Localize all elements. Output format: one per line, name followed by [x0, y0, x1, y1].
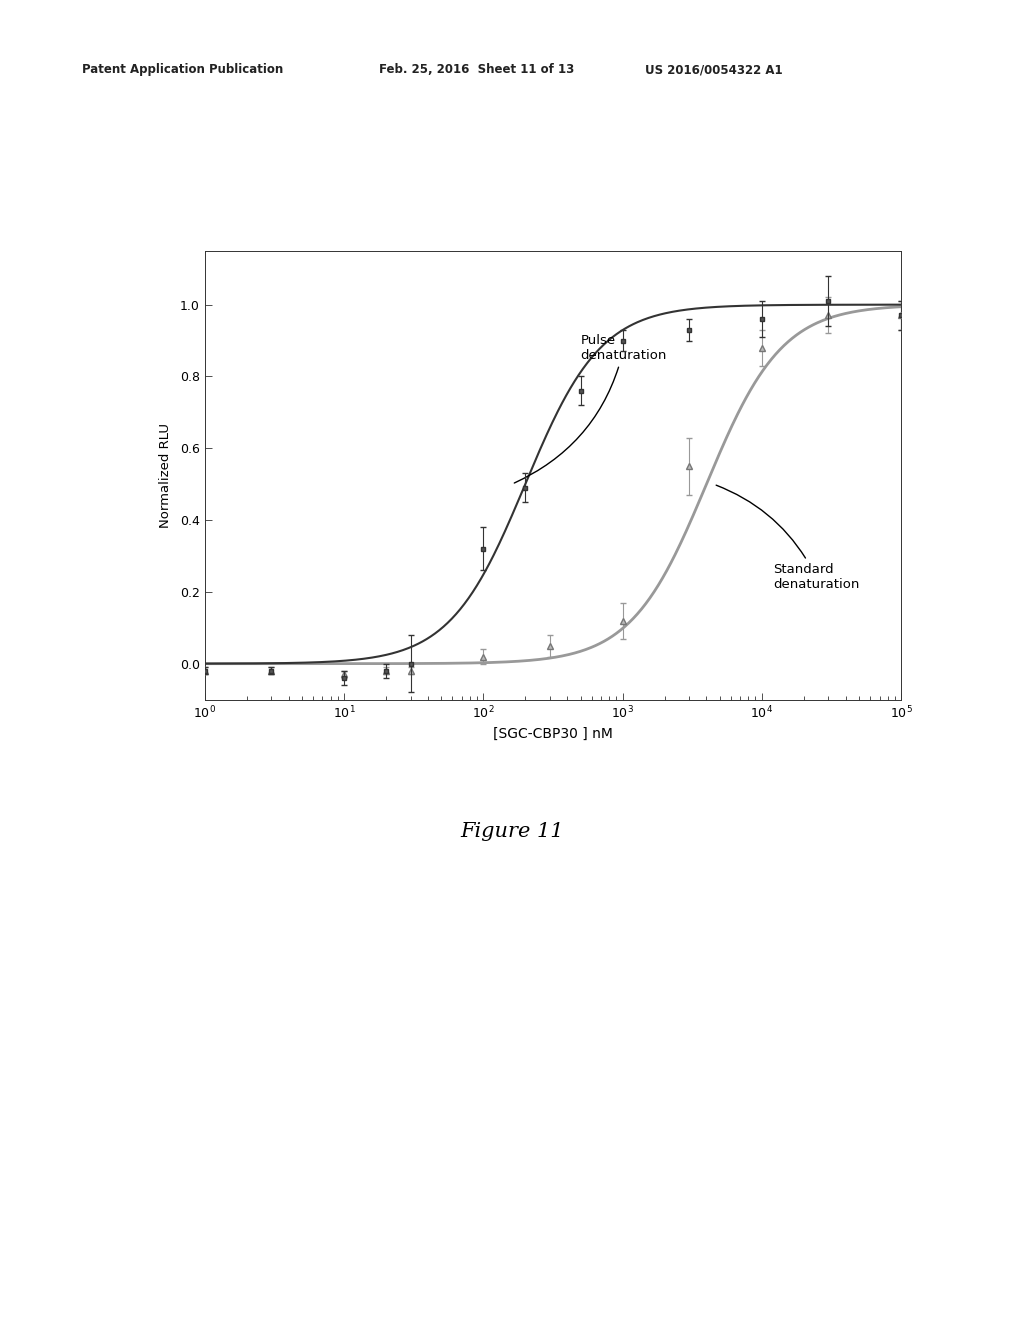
Text: Patent Application Publication: Patent Application Publication — [82, 63, 284, 77]
X-axis label: [SGC-CBP30 ] nM: [SGC-CBP30 ] nM — [493, 726, 613, 741]
Text: Feb. 25, 2016  Sheet 11 of 13: Feb. 25, 2016 Sheet 11 of 13 — [379, 63, 574, 77]
Text: Standard
denaturation: Standard denaturation — [716, 486, 859, 591]
Y-axis label: Normalized RLU: Normalized RLU — [159, 422, 172, 528]
Text: Pulse
denaturation: Pulse denaturation — [514, 334, 667, 483]
Text: US 2016/0054322 A1: US 2016/0054322 A1 — [645, 63, 782, 77]
Text: Figure 11: Figure 11 — [460, 822, 564, 841]
